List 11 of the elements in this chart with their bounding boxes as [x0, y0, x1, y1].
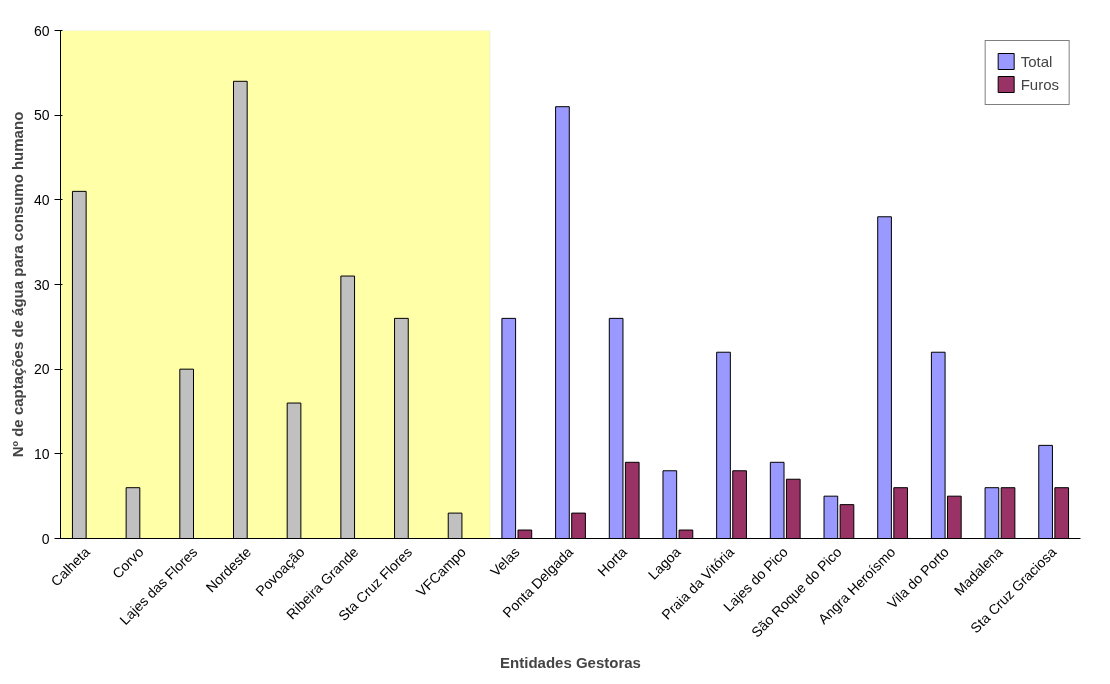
y-tick-label: 60	[33, 22, 50, 39]
y-tick-label: 50	[33, 107, 50, 124]
y-tick-label: 30	[33, 276, 50, 293]
y-axis-title: Nº de captações de água para consumo humano	[8, 111, 26, 458]
legend-label: Total	[1020, 52, 1053, 70]
legend-label: Furos	[1020, 75, 1059, 93]
x-axis-title: Entidades Gestoras	[500, 654, 641, 672]
y-tick-label: 40	[33, 191, 50, 208]
y-tick-label: 20	[33, 361, 50, 378]
y-tick-label: 0	[41, 530, 50, 547]
y-tick-label: 10	[33, 445, 50, 462]
